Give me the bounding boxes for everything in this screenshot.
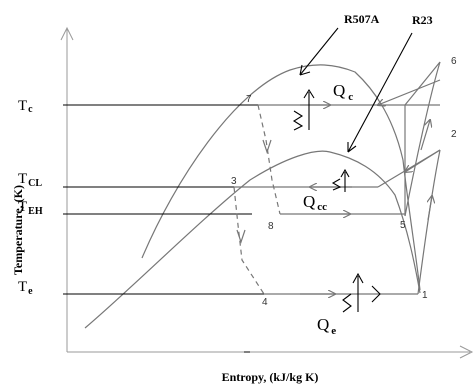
qe-heat-arrow [352,272,364,312]
point-6-label: 6 [451,56,457,67]
point-3-label: 3 [231,176,237,187]
tc-label: Tc [18,98,33,115]
r507a-expansion-arrow [262,139,272,154]
qe-zigzag [342,293,352,313]
point-1-label: 1 [422,290,428,301]
y-axis-label: Temperature, (K) [11,185,25,275]
r23-pointer [347,32,413,153]
teh-label: TEH [18,199,43,217]
point-4-label: 4 [262,297,268,308]
x-axis-arrow [459,345,474,359]
point-5-label: 5 [400,220,406,231]
r23-saturation-dome [84,150,421,329]
r23-expansion-arrow [236,229,246,244]
r23-expansion-line [233,186,265,295]
r23-compression-line [417,149,441,295]
y-axis-arrow [60,26,74,41]
r507a-desuperheat-line [404,61,441,106]
r507a-expansion-line [257,104,281,215]
r507a-label: R507A [344,12,380,26]
r23-label: R23 [412,13,433,27]
qcc-zigzag [331,178,342,191]
r507a-compression-line [404,61,441,217]
r507a-compression-arrow [420,120,430,151]
r507a-saturation-dome [141,64,421,291]
point-8-label: 8 [268,221,274,232]
r23-pointer-head [347,142,357,153]
axes [60,26,474,359]
tcl-label: TCL [18,171,42,189]
point-2-label: 2 [451,129,457,140]
qe-small-chevron [371,285,381,303]
r23-compression-arrow [428,196,432,221]
te-label: Te [18,279,33,297]
r507a-cond-arrow [378,79,441,105]
qc-heat-arrow [303,88,315,130]
qc-zigzag [292,110,304,131]
qcc-heat-arrow [340,168,350,192]
r23-return-arrow [405,149,441,172]
point-7-label: 7 [246,94,252,105]
r507a-pointer-head [299,64,311,76]
x-axis-label: Entropy, (kJ/kg K) [222,370,319,384]
r507a-pointer [299,27,339,76]
